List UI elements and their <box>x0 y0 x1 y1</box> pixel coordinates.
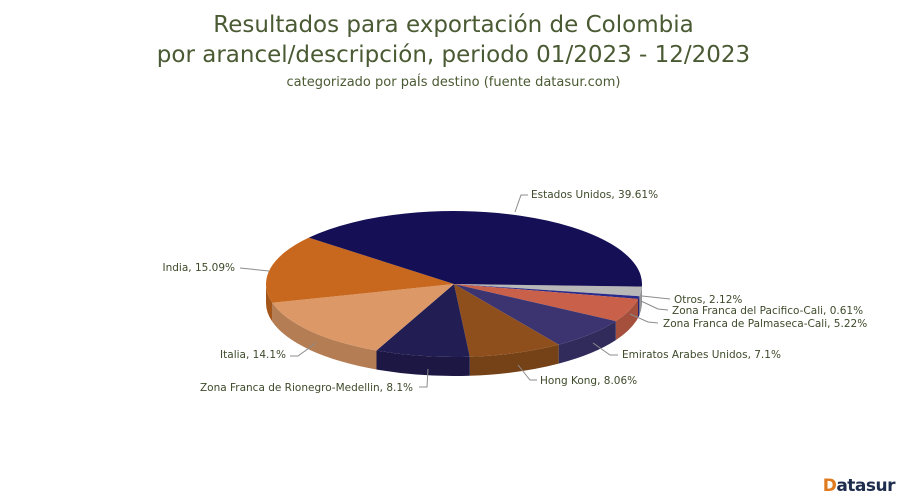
leader-line <box>290 342 317 357</box>
pie-slice[interactable] <box>454 284 642 297</box>
leader-line <box>419 368 429 388</box>
leader-line <box>517 364 537 381</box>
chart-title-line2: por arancel/descripción, periodo 01/2023… <box>156 42 751 68</box>
pie-sides <box>266 284 642 376</box>
pie-slice[interactable] <box>266 237 454 303</box>
pie-side <box>469 344 559 376</box>
data-label: Italia, 14.1% <box>220 349 286 361</box>
pie-side <box>615 298 639 341</box>
pie-slice[interactable] <box>454 284 616 345</box>
data-label: Zona Franca de Palmaseca-Cali, 5.22% <box>663 318 867 330</box>
pie-side <box>266 284 273 322</box>
pie-slice[interactable] <box>308 211 642 287</box>
pie-side <box>272 302 377 370</box>
pie-top <box>266 211 642 357</box>
leader-line <box>239 267 270 272</box>
leader-line <box>640 300 669 311</box>
pie-side <box>558 321 616 364</box>
data-label: Estados Unidos, 39.61% <box>531 189 658 201</box>
pie-side <box>638 296 640 318</box>
data-label: Zona Franca de Rionegro-Medellin, 8.1% <box>200 382 413 394</box>
data-label: Otros, 2.12% <box>674 294 742 306</box>
pie-slice[interactable] <box>376 284 470 357</box>
chart-subtitle: categorizado por paÍs destino (fuente da… <box>286 75 621 90</box>
leader-line <box>514 194 528 213</box>
pie-side <box>639 286 642 316</box>
pie-slice[interactable] <box>454 284 639 322</box>
pie-side <box>376 350 470 376</box>
pie-slice[interactable] <box>272 284 454 351</box>
data-label: Hong Kong, 8.06% <box>540 375 637 387</box>
data-labels: Otros, 2.12%Zona Franca del Pacifico-Cal… <box>163 189 868 394</box>
pie-slice[interactable] <box>454 284 640 299</box>
leader-line <box>629 313 659 324</box>
data-label: India, 15.09% <box>163 262 236 274</box>
datasur-logo[interactable]: Datasur <box>822 476 896 496</box>
leader-line <box>592 342 618 356</box>
leader-line <box>641 295 671 300</box>
chart-title-line1: Resultados para exportación de Colombia <box>213 12 694 38</box>
pie-slice[interactable] <box>454 284 559 357</box>
data-label: Zona Franca del Pacifico-Cali, 0.61% <box>672 305 863 317</box>
data-label: Emiratos Arabes Unidos, 7.1% <box>622 349 781 361</box>
